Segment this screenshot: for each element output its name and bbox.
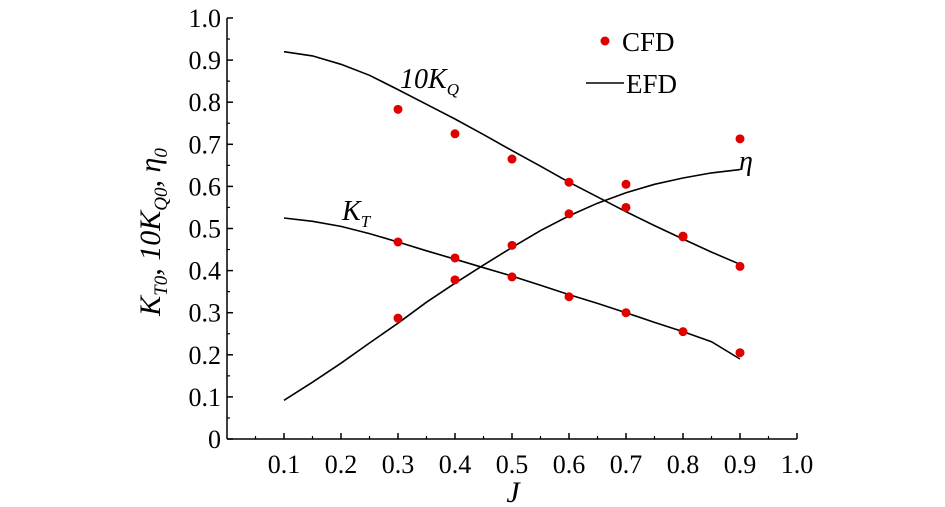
x-tick-label: 0.1 bbox=[268, 450, 301, 479]
cfd-point-KT bbox=[735, 348, 745, 358]
x-ticks: 0.1 0.2 0.3 0.4 0.5 0.6 0.7 0.8 0.9 1.0 bbox=[254, 433, 814, 479]
cfd-point-KT bbox=[450, 253, 460, 263]
cfd-point-eta bbox=[621, 179, 631, 189]
y-title-part: , η bbox=[134, 158, 167, 188]
x-tick-label: 0.4 bbox=[439, 450, 472, 479]
cfd-point-10KQ bbox=[450, 129, 460, 139]
cfd-point-KT bbox=[507, 272, 517, 282]
legend-cfd-label: CFD bbox=[622, 27, 675, 57]
x-tick-label: 0.8 bbox=[667, 450, 700, 479]
y-title-subscript: 0 bbox=[151, 148, 172, 158]
y-tick-label: 0.6 bbox=[189, 172, 222, 201]
y-tick-label: 0.1 bbox=[189, 383, 222, 412]
x-tick-label: 0.9 bbox=[724, 450, 757, 479]
cfd-point-10KQ bbox=[621, 202, 631, 212]
x-tick-label: 0.6 bbox=[553, 450, 586, 479]
x-tick-label: 0.3 bbox=[382, 450, 415, 479]
y-tick-label: 0 bbox=[208, 425, 221, 454]
efd-curve-10KQ bbox=[283, 50, 741, 266]
cfd-point-KT bbox=[678, 327, 688, 337]
cfd-point-10KQ bbox=[507, 154, 517, 164]
x-tick-label: 0.7 bbox=[610, 450, 643, 479]
y-tick-label: 0.5 bbox=[189, 215, 222, 244]
x-tick-label: 0.2 bbox=[325, 450, 358, 479]
cfd-point-eta bbox=[678, 231, 688, 241]
cfd-points bbox=[393, 104, 745, 358]
curve-label-10kq: 10KQ bbox=[400, 64, 459, 99]
cfd-point-KT bbox=[393, 237, 403, 247]
cfd-point-eta bbox=[735, 134, 745, 144]
y-tick-label: 1.0 bbox=[189, 4, 222, 33]
y-tick-label: 0.9 bbox=[189, 46, 222, 75]
y-title-part: , 10K bbox=[134, 209, 167, 276]
cfd-point-10KQ bbox=[735, 261, 745, 271]
cfd-point-10KQ bbox=[393, 104, 403, 114]
cfd-point-eta bbox=[564, 209, 574, 219]
efd-curve-KT bbox=[283, 217, 741, 360]
x-tick-label: 0.5 bbox=[496, 450, 529, 479]
y-ticks: 0 0.1 0.2 0.3 0.4 0.5 0.6 0.7 0.8 0.9 1.0 bbox=[189, 4, 233, 454]
legend-cfd-marker bbox=[600, 36, 610, 46]
y-title-subscript: Q0 bbox=[151, 187, 172, 211]
y-title-part: K bbox=[134, 294, 167, 317]
y-tick-label: 0.2 bbox=[189, 341, 222, 370]
x-axis-title: J bbox=[506, 476, 521, 507]
y-tick-label: 0.4 bbox=[189, 257, 222, 286]
curve-label-kt: KT bbox=[341, 196, 372, 231]
y-tick-label: 0.7 bbox=[189, 130, 222, 159]
cfd-point-KT bbox=[621, 308, 631, 318]
y-tick-label: 0.8 bbox=[189, 88, 222, 117]
y-axis-title: KT0​, 10KQ0​, η0​ bbox=[134, 148, 172, 317]
cfd-point-KT bbox=[564, 292, 574, 302]
cfd-point-eta bbox=[450, 275, 460, 285]
cfd-point-eta bbox=[507, 240, 517, 250]
legend-efd-label: EFD bbox=[626, 69, 677, 99]
cfd-point-10KQ bbox=[564, 177, 574, 187]
x-tick-label: 1.0 bbox=[781, 450, 814, 479]
cfd-point-eta bbox=[393, 313, 403, 323]
curve-label-eta: η bbox=[739, 146, 753, 177]
y-tick-label: 0.3 bbox=[189, 299, 222, 328]
y-title-subscript: T0 bbox=[151, 275, 172, 296]
legend: CFD EFD bbox=[586, 27, 677, 99]
